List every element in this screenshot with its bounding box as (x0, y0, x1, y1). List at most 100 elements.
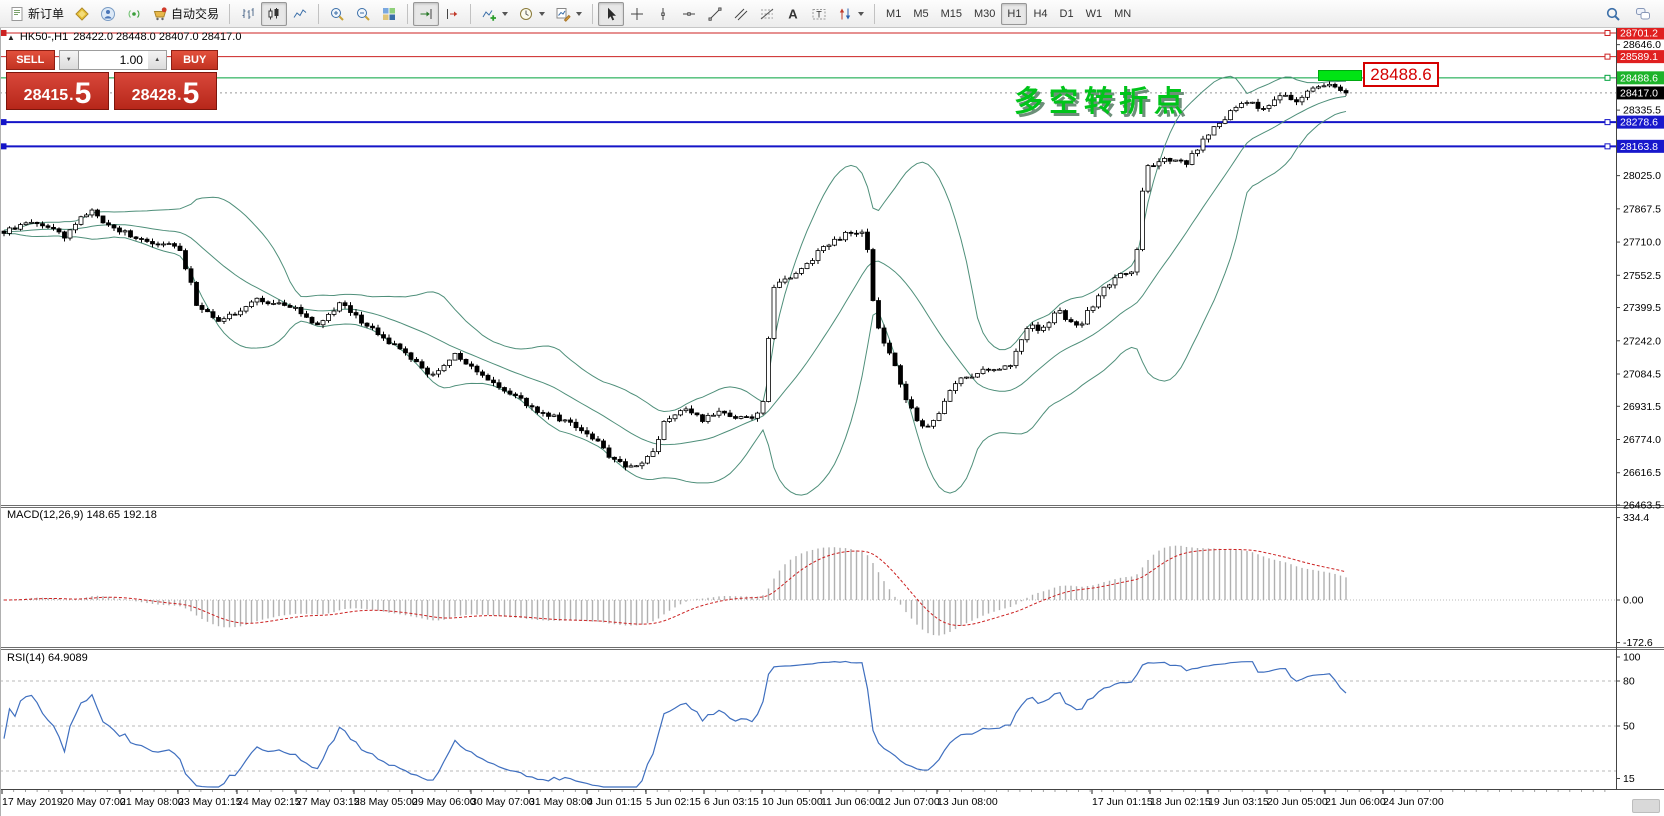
time-axis-label: 5 Jun 02:15 (646, 796, 701, 808)
volume-decrease-button[interactable]: ▼ (58, 50, 79, 70)
volume-input[interactable]: 1.00 (78, 50, 148, 70)
chat-button[interactable] (1630, 2, 1656, 26)
market-watch-button[interactable] (69, 2, 95, 26)
indicators-button[interactable] (476, 2, 513, 26)
candlestick-chart-button[interactable] (261, 1, 288, 26)
svg-text:28488.6: 28488.6 (1620, 72, 1658, 84)
time-axis-label: 21 May 08:00 (120, 796, 184, 808)
fibonacci-button[interactable] (754, 2, 780, 26)
resize-grip[interactable] (1632, 799, 1660, 813)
time-axis-label: 6 Jun 03:15 (704, 796, 759, 808)
price-axis-label: 27399.5 (1623, 302, 1661, 314)
time-axis-label: 30 May 07:00 (471, 796, 535, 808)
buy-price-box[interactable]: 28428. 5 (114, 72, 217, 110)
timeframe-w1-button[interactable]: W1 (1085, 7, 1103, 20)
search-icon (1605, 6, 1621, 22)
line-handle[interactable] (0, 119, 7, 126)
time-axis-label: 20 May 07:00 (62, 796, 126, 808)
auto-scroll-button[interactable] (413, 1, 440, 26)
rsi-axis-label: 80 (1623, 676, 1635, 688)
tiles-icon (381, 6, 397, 22)
timeframe-mn-button[interactable]: MN (1114, 7, 1132, 20)
zoomout-icon (355, 6, 371, 22)
periods-button[interactable] (513, 2, 550, 26)
price-axis-label: 28335.5 (1623, 105, 1661, 117)
collapse-ohlc-icon[interactable]: ▲ (7, 32, 15, 42)
horizontal-line-button[interactable] (676, 2, 702, 26)
timeframe-m15-button[interactable]: M15 (940, 7, 962, 20)
price-callout-label[interactable]: 28488.6 (1363, 62, 1439, 87)
macd-signal-line (3, 548, 1347, 627)
price-axis-label: 26931.5 (1623, 401, 1661, 413)
crosshair-button[interactable] (624, 2, 650, 26)
price-axis-label: 26463.5 (1623, 500, 1661, 512)
new-order-button-label: 新订单 (28, 7, 65, 21)
price-axis-label: 27552.5 (1623, 270, 1661, 282)
buy-price-dot: . (177, 87, 182, 104)
svg-text:28417.0: 28417.0 (1620, 87, 1658, 99)
zoom-out-button[interactable] (350, 2, 376, 26)
cursor-icon (603, 6, 619, 22)
profile-button[interactable] (95, 2, 121, 26)
chart-shift-button[interactable] (439, 2, 465, 26)
price-axis-label: 26616.5 (1623, 467, 1661, 479)
time-axis-label: 10 Jun 05:00 (762, 796, 823, 808)
sell-price-int: 28415 (23, 87, 69, 104)
candles-icon (266, 6, 282, 22)
search-button[interactable] (1600, 2, 1626, 26)
line-handle[interactable] (1604, 53, 1611, 60)
timeframe-h1-button[interactable]: H1 (1001, 2, 1028, 25)
svg-text:T: T (816, 9, 822, 19)
timeframe-m1-button[interactable]: M1 (886, 7, 902, 20)
chart-annotation-text[interactable]: 多空转折点 (1014, 86, 1190, 118)
price-axis-label: 27242.0 (1623, 335, 1661, 347)
line-handle[interactable] (1604, 74, 1611, 81)
line-handle[interactable] (0, 143, 7, 150)
arrows-icon (837, 6, 853, 22)
tline-icon (707, 6, 723, 22)
new-order-button[interactable]: 新订单 (4, 2, 69, 26)
vertical-line-button[interactable] (650, 2, 676, 26)
line-handle[interactable] (1604, 143, 1611, 150)
bar-chart-button[interactable] (235, 2, 261, 26)
signals-button[interactable] (121, 2, 147, 26)
line-chart-button[interactable] (287, 2, 313, 26)
channel-button[interactable] (728, 2, 754, 26)
volume-increase-button[interactable]: ▲ (147, 50, 168, 70)
main-toolbar: 新订单 自动交易 A T M1 M5 M15 M30 H1 H4 D1 W1 MN (0, 0, 1664, 28)
crosshair-icon (629, 6, 645, 22)
line-handle[interactable] (0, 29, 7, 36)
templates-button[interactable] (550, 2, 587, 26)
profile-icon (100, 6, 116, 22)
templates-icon (555, 6, 571, 22)
timeframe-m30-button[interactable]: M30 (974, 7, 996, 20)
price-axis-label: 27084.5 (1623, 369, 1661, 381)
vline-icon (655, 6, 671, 22)
line-handle[interactable] (1604, 119, 1611, 126)
zoom-in-button[interactable] (324, 2, 350, 26)
text-label-button[interactable]: T (806, 2, 832, 26)
cursor-button[interactable] (598, 1, 625, 26)
candlesticks (1, 81, 1349, 471)
fib-icon (759, 6, 775, 22)
buy-button[interactable]: BUY (171, 50, 218, 70)
timeframe-d1-button[interactable]: D1 (1059, 7, 1074, 20)
text-button[interactable]: A (780, 2, 806, 26)
arrows-button[interactable] (832, 2, 869, 26)
sell-button[interactable]: SELL (6, 50, 55, 70)
trendline-button[interactable] (702, 2, 728, 26)
toolbar-separator (229, 3, 231, 24)
autotrading-button[interactable]: 自动交易 (147, 2, 224, 26)
line-handle[interactable] (1604, 29, 1611, 36)
price-highlight-bar[interactable] (1318, 70, 1362, 81)
rsi-axis-label: 15 (1623, 773, 1635, 785)
macd-axis-label: 0.00 (1623, 595, 1644, 607)
sell-price-box[interactable]: 28415. 5 (6, 72, 109, 110)
timeframe-h4-button[interactable]: H4 (1033, 7, 1048, 20)
time-axis-label: 31 May 08:00 (529, 796, 593, 808)
rsi-line (3, 660, 1347, 788)
timeframe-m5-button[interactable]: M5 (913, 7, 929, 20)
tile-windows-button[interactable] (376, 2, 402, 26)
time-axis-label: 4 Jun 01:15 (587, 796, 642, 808)
